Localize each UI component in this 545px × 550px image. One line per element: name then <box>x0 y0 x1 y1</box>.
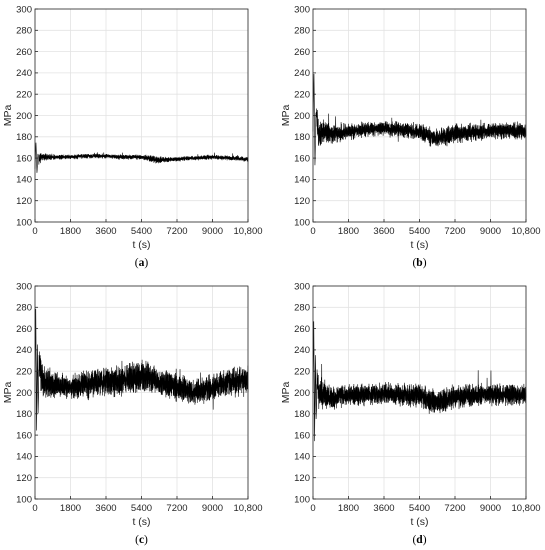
y-tick-label: 260 <box>294 324 310 335</box>
x-tick-label: 5400 <box>409 226 430 237</box>
panel-caption: (a) <box>135 257 149 269</box>
series-line <box>312 321 527 442</box>
x-tick-label: 5400 <box>131 503 152 514</box>
y-tick-label: 120 <box>294 196 310 207</box>
series-line <box>312 73 527 166</box>
y-axis-title: MPa <box>2 105 14 127</box>
y-tick-label: 200 <box>16 111 32 122</box>
chart-panel-d: 100 120 140 160 180 200 220 240 260 280 300 0 1800 36… <box>280 281 541 546</box>
y-tick-label: 120 <box>16 196 32 207</box>
x-tick-label: 3600 <box>373 503 394 514</box>
y-tick-label: 100 <box>294 217 310 228</box>
x-axis-title: t (s) <box>410 239 428 251</box>
x-axis-title: t (s) <box>132 516 150 528</box>
y-tick-label: 220 <box>294 367 310 378</box>
x-tick-label: 10,800 <box>511 503 540 514</box>
x-tick-label: 1800 <box>60 226 81 237</box>
x-tick-label: 10,800 <box>511 226 540 237</box>
y-axis-title: MPa <box>280 382 292 404</box>
y-tick-label: 260 <box>294 47 310 58</box>
y-tick-label: 260 <box>16 47 32 58</box>
y-tick-label: 280 <box>16 303 32 314</box>
y-tick-label: 240 <box>294 345 310 356</box>
x-tick-label: 7200 <box>444 226 465 237</box>
x-tick-label: 0 <box>310 503 315 514</box>
y-tick-label: 280 <box>294 26 310 37</box>
x-tick-label: 1800 <box>338 503 359 514</box>
y-tick-label: 180 <box>294 409 310 420</box>
x-tick-label: 0 <box>32 503 37 514</box>
y-tick-label: 300 <box>294 4 310 15</box>
x-tick-label: 1800 <box>60 503 81 514</box>
x-tick-label: 10,800 <box>233 226 262 237</box>
y-tick-label: 120 <box>294 473 310 484</box>
x-tick-label: 7200 <box>444 503 465 514</box>
y-tick-label: 120 <box>16 473 32 484</box>
y-tick-label: 240 <box>16 68 32 79</box>
panel-caption: (c) <box>135 534 148 546</box>
x-tick-label: 3600 <box>95 503 116 514</box>
x-tick-label: 5400 <box>131 226 152 237</box>
x-tick-label: 1800 <box>338 226 359 237</box>
x-tick-label: 3600 <box>95 226 116 237</box>
x-axis-title: t (s) <box>132 239 150 251</box>
y-tick-label: 100 <box>16 494 32 505</box>
y-tick-label: 280 <box>16 26 32 37</box>
y-tick-label: 160 <box>16 430 32 441</box>
x-axis-title: t (s) <box>410 516 428 528</box>
x-tick-label: 9000 <box>480 503 501 514</box>
y-tick-label: 240 <box>294 68 310 79</box>
x-tick-label: 7200 <box>166 226 187 237</box>
y-tick-label: 100 <box>16 217 32 228</box>
y-tick-label: 140 <box>16 452 32 463</box>
x-tick-label: 9000 <box>202 503 223 514</box>
y-tick-label: 220 <box>16 367 32 378</box>
y-tick-label: 140 <box>294 452 310 463</box>
series-line <box>34 308 249 431</box>
y-tick-label: 200 <box>294 111 310 122</box>
y-tick-label: 260 <box>16 324 32 335</box>
y-tick-label: 200 <box>294 388 310 399</box>
y-tick-label: 300 <box>16 281 32 292</box>
x-tick-label: 10,800 <box>233 503 262 514</box>
chart-panel-b: 100 120 140 160 180 200 220 240 260 280 300 0 1800 36… <box>280 4 541 269</box>
x-tick-label: 5400 <box>409 503 430 514</box>
y-tick-label: 180 <box>16 132 32 143</box>
y-tick-label: 140 <box>16 175 32 186</box>
x-tick-label: 0 <box>32 226 37 237</box>
y-tick-label: 180 <box>294 132 310 143</box>
y-tick-label: 100 <box>294 494 310 505</box>
chart-panel-a: 100 120 140 160 180 200 220 240 260 280 300 0 1800 36… <box>2 4 263 269</box>
chart-panel-c: 100 120 140 160 180 200 220 240 260 280 300 0 1800 36… <box>2 281 263 546</box>
y-tick-label: 280 <box>294 303 310 314</box>
y-tick-label: 140 <box>294 175 310 186</box>
y-tick-label: 300 <box>16 4 32 15</box>
y-tick-label: 240 <box>16 345 32 356</box>
y-tick-label: 160 <box>16 153 32 164</box>
y-axis-title: MPa <box>280 105 292 127</box>
y-tick-label: 220 <box>16 90 32 101</box>
x-tick-label: 9000 <box>202 226 223 237</box>
y-tick-label: 180 <box>16 409 32 420</box>
panel-caption: (d) <box>412 534 426 546</box>
x-tick-label: 0 <box>310 226 315 237</box>
series-line <box>34 142 249 173</box>
y-tick-label: 160 <box>294 430 310 441</box>
x-tick-label: 3600 <box>373 226 394 237</box>
panel-caption: (b) <box>412 257 426 269</box>
y-tick-label: 220 <box>294 90 310 101</box>
y-tick-label: 200 <box>16 388 32 399</box>
y-tick-label: 300 <box>294 281 310 292</box>
y-axis-title: MPa <box>2 382 14 404</box>
x-tick-label: 9000 <box>480 226 501 237</box>
y-tick-label: 160 <box>294 153 310 164</box>
x-tick-label: 7200 <box>166 503 187 514</box>
